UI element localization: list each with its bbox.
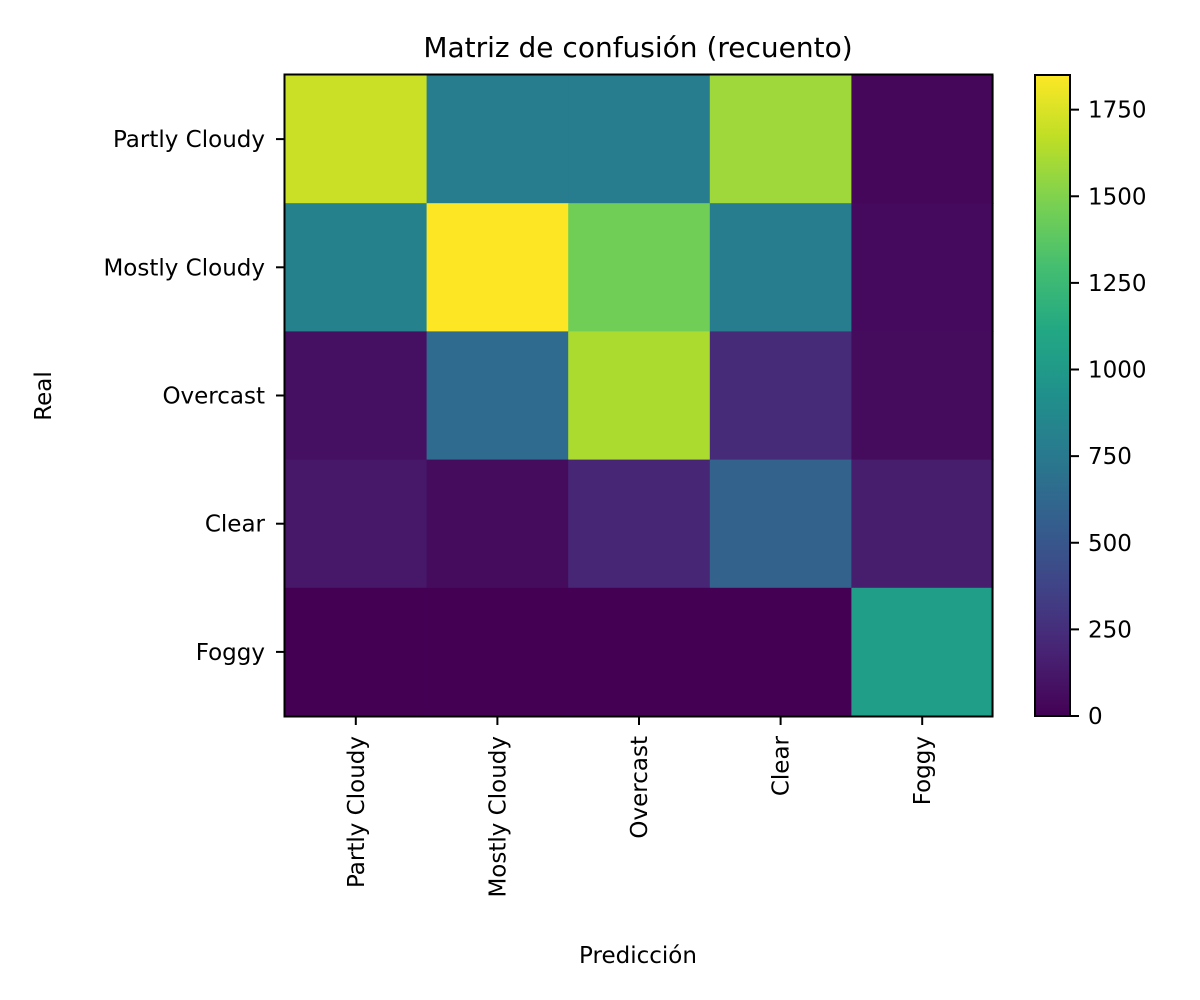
y-tick-label: Mostly Cloudy bbox=[103, 255, 265, 281]
y-tick-label: Partly Cloudy bbox=[113, 127, 265, 153]
heatmap-cells bbox=[285, 75, 994, 717]
x-tick-label: Clear bbox=[769, 735, 795, 796]
chart-title: Matriz de confusión (recuento) bbox=[423, 31, 852, 64]
heatmap-cell bbox=[285, 203, 428, 332]
heatmap-cell bbox=[285, 587, 428, 717]
colorbar-tick-label: 1000 bbox=[1088, 358, 1147, 384]
heatmap-cell bbox=[851, 587, 994, 717]
colorbar bbox=[1034, 74, 1071, 717]
x-tick-label: Foggy bbox=[910, 736, 936, 805]
colorbar-tick-label: 0 bbox=[1088, 704, 1103, 730]
heatmap-cell bbox=[426, 331, 569, 461]
heatmap-cell bbox=[285, 459, 428, 589]
x-tick-label: Overcast bbox=[627, 736, 653, 839]
y-tick-label: Foggy bbox=[196, 640, 265, 666]
heatmap-cell bbox=[709, 459, 852, 589]
heatmap-cell bbox=[851, 459, 994, 589]
colorbar-tick-label: 750 bbox=[1088, 444, 1132, 470]
heatmap-cell bbox=[709, 75, 852, 204]
x-axis-ticks: Partly Cloudy Mostly Cloudy Overcast Clear F… bbox=[344, 716, 936, 898]
colorbar-tick-label: 250 bbox=[1088, 617, 1132, 643]
colorbar-tick-label: 1250 bbox=[1088, 271, 1147, 297]
colorbar-ticks: 0 250 500 750 1000 1250 1500 1750 bbox=[1070, 98, 1147, 730]
heatmap-cell bbox=[851, 75, 994, 204]
heatmap-cell bbox=[285, 331, 428, 461]
heatmap-cell bbox=[709, 203, 852, 332]
heatmap-cell bbox=[426, 459, 569, 589]
heatmap-cell bbox=[285, 75, 428, 204]
heatmap-cell bbox=[426, 75, 569, 204]
y-tick-label: Overcast bbox=[162, 384, 265, 410]
y-axis-ticks: Partly Cloudy Mostly Cloudy Overcast Clear F… bbox=[103, 127, 285, 666]
x-axis-label: Predicción bbox=[579, 943, 697, 969]
heatmap-cell bbox=[568, 459, 711, 589]
y-tick-label: Clear bbox=[205, 512, 266, 538]
colorbar-tick-label: 500 bbox=[1088, 531, 1132, 557]
colorbar-tick-label: 1500 bbox=[1088, 184, 1147, 210]
x-tick-label: Partly Cloudy bbox=[344, 736, 370, 888]
heatmap-cell bbox=[851, 331, 994, 461]
heatmap-cell bbox=[568, 203, 711, 332]
x-tick-label: Mostly Cloudy bbox=[485, 736, 511, 898]
heatmap-cell bbox=[709, 587, 852, 717]
heatmap-cell bbox=[851, 203, 994, 332]
heatmap-cell bbox=[568, 75, 711, 204]
heatmap-cell bbox=[426, 203, 569, 332]
heatmap-cell bbox=[568, 331, 711, 461]
heatmap-cell bbox=[568, 587, 711, 717]
heatmap-cell bbox=[426, 587, 569, 717]
heatmap-cell bbox=[709, 331, 852, 461]
y-axis-label: Real bbox=[31, 371, 57, 421]
colorbar-tick-label: 1750 bbox=[1088, 98, 1147, 124]
